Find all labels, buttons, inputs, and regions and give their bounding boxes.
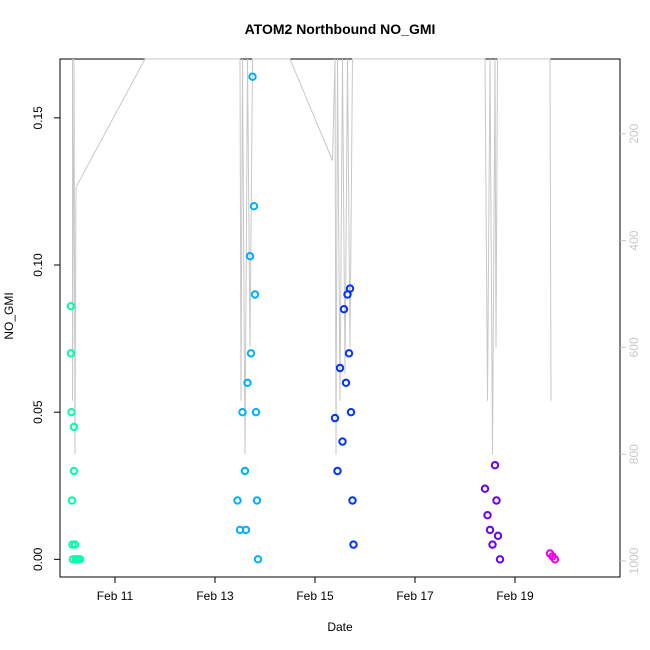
y-tick-label: 0.05 [31,400,45,424]
data-point [250,290,260,299]
data-point [485,525,495,535]
y-tick-label: 0.10 [31,253,45,277]
data-point [483,511,492,520]
right-tick-label: 800 [627,444,641,464]
altitude-layer [72,58,552,455]
data-point [488,540,497,549]
data-point [550,555,560,564]
data-point [75,555,85,564]
data-point [248,72,257,81]
plot-frame [59,58,621,578]
data-point [349,540,358,549]
data-point [251,408,261,417]
data-point [253,555,263,564]
y-axis: 0.00 0.05 0.10 0.15 [31,106,60,571]
y-tick-label: 0.00 [31,547,45,571]
data-point [66,302,76,311]
data-point [241,525,251,535]
data-point [333,466,342,476]
data-point [245,252,255,261]
x-axis: Feb 11 Feb 13 Feb 15 Feb 17 Feb 19 [97,577,534,603]
x-tick-label: Feb 15 [296,589,334,603]
data-point [348,496,357,505]
data-point [69,466,79,476]
x-tick-label: Feb 17 [396,589,434,603]
data-point [246,349,256,358]
data-point [345,284,355,293]
altitude-line [72,58,552,455]
data-point [493,531,503,540]
data-point [490,461,500,470]
data-point [70,540,80,549]
chart-title: ATOM2 Northbound NO_GMI [245,21,436,37]
data-point [330,413,340,423]
data-point [240,466,250,476]
data-point [335,363,345,373]
right-tick-label: 600 [627,337,641,357]
x-axis-label: Date [327,620,353,634]
data-point [339,305,349,314]
x-tick-label: Feb 19 [496,589,534,603]
data-point [249,202,259,211]
y-axis-label: NO_GMI [2,292,16,339]
data-point [69,422,79,432]
x-tick-label: Feb 11 [97,589,134,603]
points-layer [66,72,560,564]
right-axis: 200 400 600 800 1000 [620,123,641,574]
y-tick-label: 0.15 [31,106,45,130]
data-point [495,555,505,564]
data-point [346,408,356,417]
data-point [341,378,351,387]
data-point [66,349,76,358]
data-point [67,408,76,417]
data-point [252,496,262,505]
data-point [67,496,77,505]
right-tick-label: 200 [627,123,641,143]
right-tick-label: 1000 [627,547,641,574]
data-point [238,408,247,417]
data-point [338,437,347,446]
data-point [492,496,501,505]
data-point [233,496,242,505]
data-point [480,484,490,493]
data-point [344,349,354,358]
x-tick-label: Feb 13 [196,589,234,603]
right-tick-label: 400 [627,230,641,250]
data-point [243,378,252,387]
